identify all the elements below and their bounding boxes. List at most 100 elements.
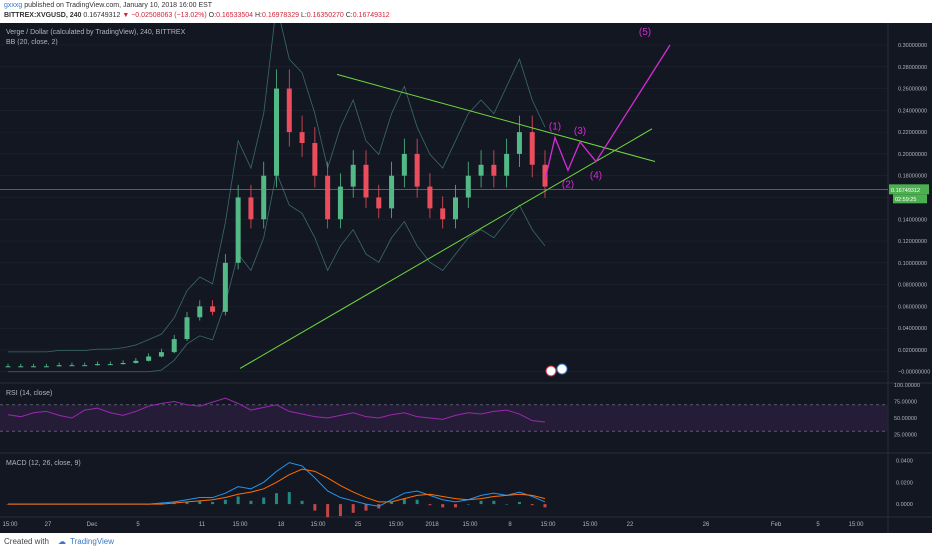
macd-histogram-bar — [390, 501, 394, 505]
tradingview-logo-icon: ☁ — [58, 537, 66, 546]
candle-body — [197, 306, 203, 318]
macd-histogram-bar — [492, 500, 496, 505]
macd-histogram-bar — [249, 500, 253, 505]
y-tick-label: 0.06000000 — [898, 304, 927, 310]
candle-body — [529, 132, 535, 165]
macd-histogram-bar — [185, 501, 189, 505]
rsi-tick-label: 100.00000 — [894, 383, 920, 389]
x-tick-label: 11 — [199, 522, 206, 528]
y-tick-label: 0.08000000 — [898, 283, 927, 289]
macd-histogram-bar — [300, 500, 304, 505]
candle-body — [56, 365, 62, 367]
x-tick-label: 2018 — [425, 522, 439, 528]
candle-body — [491, 164, 497, 176]
bb-lower-band — [8, 170, 546, 373]
x-tick-label: 15:00 — [2, 522, 18, 528]
high-label: H: — [255, 12, 262, 19]
candle-body — [401, 153, 407, 176]
y-tick-label: −0.00000000 — [898, 370, 930, 376]
candle-body — [18, 366, 24, 368]
y-tick-label: 0.02000000 — [898, 348, 927, 354]
tradingview-brand[interactable]: TradingView — [70, 537, 115, 546]
footer: Created with ☁ TradingView — [0, 533, 932, 550]
candle-body — [363, 164, 369, 198]
macd-histogram-bar — [428, 504, 432, 506]
price-tag-label: 0.16749312 — [891, 188, 920, 194]
macd-histogram-bar — [223, 499, 227, 505]
low-label: L: — [300, 12, 307, 19]
candle-body — [133, 360, 139, 364]
x-tick-label: 5 — [816, 522, 820, 528]
wave-label: (5) — [639, 27, 651, 38]
y-tick-label: 0.30000000 — [898, 43, 927, 49]
candle-body — [414, 153, 420, 187]
macd-tick-label: 0.0400 — [896, 458, 913, 464]
candle-body — [261, 175, 267, 220]
y-tick-label: 0.04000000 — [898, 326, 927, 332]
bb-upper-band — [8, 23, 546, 353]
descending-trendline — [336, 73, 656, 163]
chart-area[interactable]: Verge / Dollar (calculated by TradingVie… — [0, 23, 932, 533]
y-tick-label: 0.26000000 — [898, 87, 927, 93]
ascending-trendline — [239, 128, 653, 369]
low-value: 0.16350270 — [306, 12, 344, 19]
candle-body — [286, 88, 292, 133]
macd-histogram-bar — [326, 504, 330, 518]
macd-tick-label: 0.0200 — [896, 480, 913, 486]
candle-body — [158, 352, 164, 357]
last-price: 0.16749312 — [83, 12, 121, 19]
candle-body — [389, 175, 395, 209]
x-tick-label: 15:00 — [540, 522, 556, 528]
wave-label: (2) — [562, 179, 574, 190]
y-tick-label: 0.20000000 — [898, 152, 927, 158]
x-tick-label: 15:00 — [388, 522, 404, 528]
rsi-legend: RSI (14, close) — [6, 390, 53, 397]
macd-histogram-bar — [415, 499, 419, 505]
macd-histogram-bar — [211, 501, 215, 505]
y-tick-label: 0.24000000 — [898, 108, 927, 114]
macd-histogram-bar — [530, 504, 534, 506]
rsi-line — [7, 397, 546, 423]
x-tick-label: 18 — [278, 522, 285, 528]
candle-body — [299, 132, 305, 144]
macd-histogram-bar — [172, 503, 176, 505]
author-link[interactable]: gxxxg — [4, 2, 23, 9]
x-tick-label: 25 — [355, 522, 362, 528]
open-value: 0.16533504 — [216, 12, 254, 19]
candle-body — [274, 88, 279, 176]
candle-body — [427, 186, 433, 209]
y-tick-label: 0.14000000 — [898, 217, 927, 223]
macd-histogram-bar — [351, 504, 355, 513]
y-tick-label: 0.28000000 — [898, 65, 927, 71]
rsi-tick-label: 50.00000 — [894, 416, 917, 422]
macd-histogram-bar — [275, 493, 278, 505]
wave-projection-line — [544, 44, 671, 181]
candle-body — [82, 365, 88, 367]
candle-body — [171, 339, 177, 353]
macd-histogram-bar — [262, 497, 266, 505]
macd-histogram-bar — [505, 504, 509, 505]
candle-body — [210, 306, 216, 312]
macd-histogram-bar — [159, 503, 163, 505]
candle-body — [350, 164, 356, 187]
candle-body — [516, 132, 522, 154]
change-value: −0.02508063 (−13.02%) — [131, 12, 207, 19]
published-text: published on TradingView.com, January 10… — [24, 2, 213, 9]
x-tick-label: 5 — [136, 522, 140, 528]
candle-body — [504, 153, 510, 176]
candle-body — [542, 164, 548, 187]
event-marker-icon — [545, 365, 557, 377]
x-tick-label: 15:00 — [462, 522, 478, 528]
candle-body — [222, 262, 228, 312]
y-tick-label: 0.18000000 — [898, 174, 927, 180]
candle-body — [478, 164, 484, 176]
candle-body — [43, 366, 49, 368]
macd-histogram-bar — [454, 504, 457, 508]
wave-label: (1) — [549, 122, 561, 133]
macd-histogram-bar — [402, 498, 406, 505]
candle-body — [95, 364, 100, 366]
x-tick-label: 27 — [45, 522, 52, 528]
x-tick-label: 15:00 — [310, 522, 326, 528]
candle-body — [376, 197, 382, 209]
y-tick-label: 0.10000000 — [898, 261, 927, 267]
